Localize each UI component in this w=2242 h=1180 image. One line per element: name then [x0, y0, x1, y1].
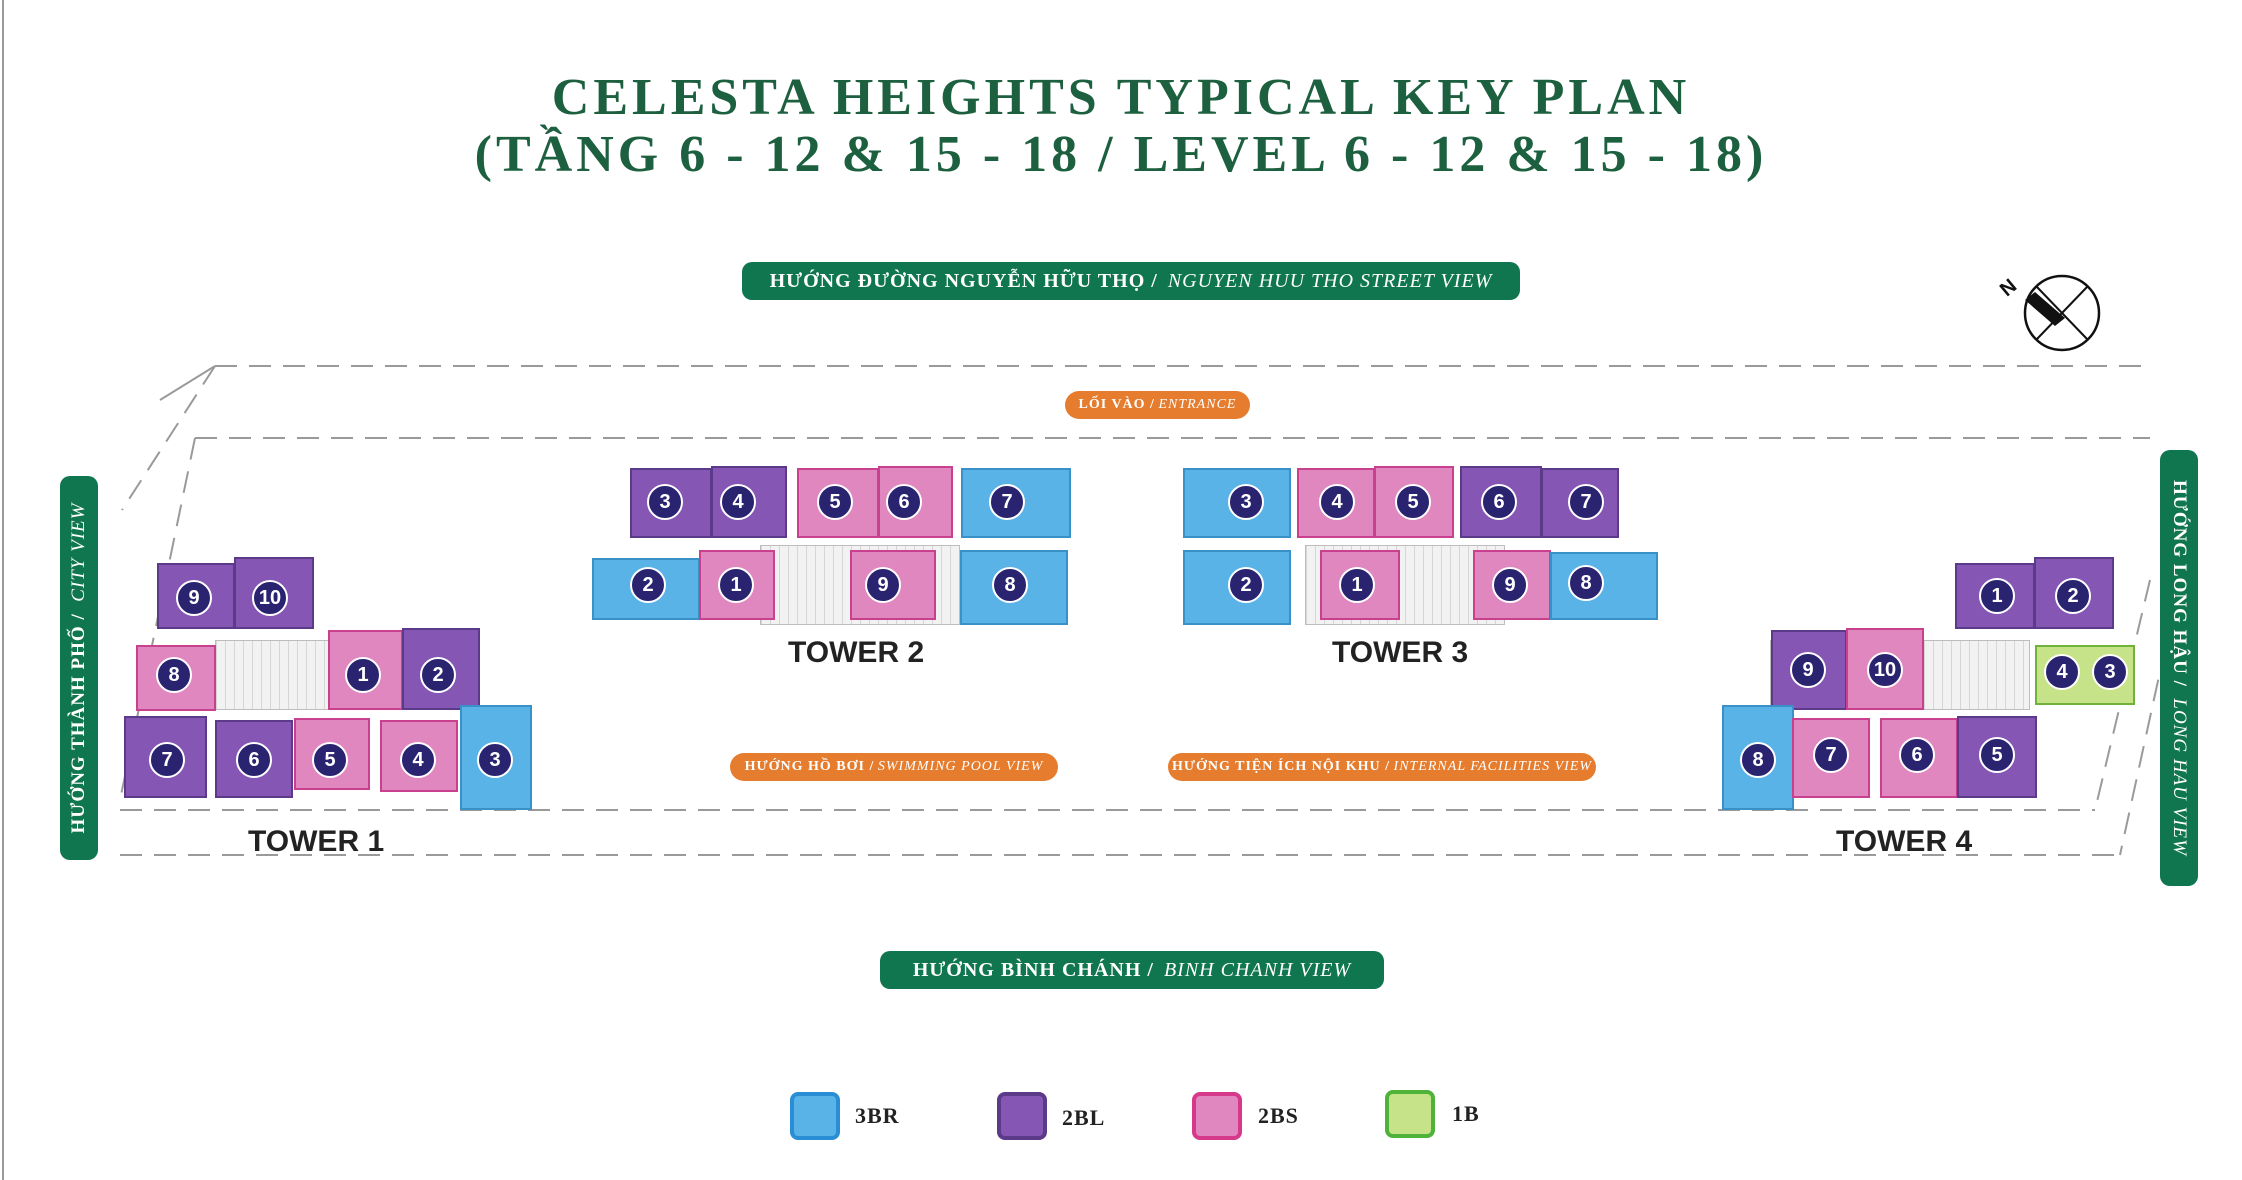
legend-label-3br: 3BR: [855, 1103, 900, 1128]
north-arrow-icon: N: [1996, 274, 2101, 352]
tower-2-unit-8-label: 8: [992, 567, 1028, 603]
tower-2-label: TOWER 2: [788, 636, 925, 669]
facilities-view-pill: HƯỚNG TIỆN ÍCH NỘI KHU / INTERNAL FACILI…: [1168, 753, 1596, 781]
legend-swatch-2bl: [997, 1092, 1047, 1140]
tower-4-label: TOWER 4: [1836, 825, 1973, 858]
binh-chanh-vi: HƯỚNG BÌNH CHÁNH /: [912, 958, 1154, 981]
street-view-en: NGUYEN HUU THO STREET VIEW: [1167, 269, 1493, 292]
tower-1-unit-3-label: 3: [477, 742, 513, 778]
entrance-en: ENTRANCE: [1158, 397, 1237, 412]
tower-1-label: TOWER 1: [248, 825, 385, 858]
facilities-en: INTERNAL FACILITIES VIEW: [1393, 759, 1593, 774]
tower-1-unit-9-label: 9: [176, 580, 212, 616]
tower-1-unit-6-label: 6: [236, 742, 272, 778]
tower-4-unit-2-label: 2: [2055, 578, 2091, 614]
tower-2-unit-7-label: 7: [989, 484, 1025, 520]
tower-3-unit-1-label: 1: [1339, 567, 1375, 603]
binh-chanh-en: BINH CHANH VIEW: [1163, 958, 1352, 981]
pool-vi: HƯỚNG HỒ BƠI /: [744, 759, 875, 774]
tower-3-label: TOWER 3: [1332, 636, 1469, 669]
long-hau-vi: HƯỚNG LONG HẬU /: [2169, 480, 2190, 687]
tower-4-unit-3-label: 3: [2092, 654, 2128, 690]
tower-1-unit-10-label: 10: [252, 580, 288, 616]
binh-chanh-view-pill: HƯỚNG BÌNH CHÁNH / BINH CHANH VIEW: [880, 951, 1384, 989]
tower-2-unit-5-label: 5: [817, 484, 853, 520]
tower-1-unit-8-label: 8: [156, 657, 192, 693]
tower-2-unit-4-label: 4: [720, 484, 756, 520]
long-hau-view-pill: HƯỚNG LONG HẬU / LONG HAU VIEW: [2160, 450, 2198, 886]
tower-4-unit-6-label: 6: [1899, 737, 1935, 773]
tower-4-unit-1-label: 1: [1979, 578, 2015, 614]
street-view-vi: HƯỚNG ĐƯỜNG NGUYỄN HỮU THỌ /: [769, 269, 1158, 292]
pool-view-pill: HƯỚNG HỒ BƠI / SWIMMING POOL VIEW: [730, 753, 1058, 781]
tower-2-unit-2-label: 2: [630, 567, 666, 603]
city-view-en: CITY VIEW: [68, 502, 89, 602]
tower-1-unit-2-label: 2: [420, 657, 456, 693]
page-edge-line: [2, 0, 4, 1180]
long-hau-en: LONG HAU VIEW: [2169, 698, 2190, 856]
legend-label-1b: 1B: [1452, 1101, 1480, 1126]
plan-title: CELESTA HEIGHTS TYPICAL KEY PLAN: [551, 69, 1691, 126]
tower-3-unit-3-label: 3: [1228, 484, 1264, 520]
tower-1-unit-1-label: 1: [345, 657, 381, 693]
tower-2-unit-3-label: 3: [647, 484, 683, 520]
tower-1-unit-5-label: 5: [312, 742, 348, 778]
street-view-pill: HƯỚNG ĐƯỜNG NGUYỄN HỮU THỌ / NGUYEN HUU …: [742, 262, 1520, 300]
tower-3-unit-4-label: 4: [1319, 484, 1355, 520]
plan-subtitle: (TẦNG 6 - 12 & 15 - 18 / LEVEL 6 - 12 & …: [474, 126, 1768, 183]
legend-label-2bs: 2BS: [1258, 1103, 1299, 1128]
tower-2-unit-6-label: 6: [886, 484, 922, 520]
tower-4-unit-7[interactable]: [1792, 718, 1870, 798]
pool-en: SWIMMING POOL VIEW: [877, 759, 1044, 774]
tower-3-unit-5-label: 5: [1395, 484, 1431, 520]
tower-4-unit-7-label: 7: [1813, 737, 1849, 773]
city-view-vi: HƯỚNG THÀNH PHỐ /: [68, 613, 89, 834]
legend-swatch-1b: [1385, 1090, 1435, 1138]
tower-1-unit-4[interactable]: [380, 720, 458, 792]
legend-swatch-3br: [790, 1092, 840, 1140]
tower-4-unit-5-label: 5: [1979, 737, 2015, 773]
tower-3-unit-8-label: 8: [1568, 565, 1604, 601]
city-view-pill: HƯỚNG THÀNH PHỐ / CITY VIEW: [60, 476, 98, 860]
tower-4-unit-4-label: 4: [2044, 654, 2080, 690]
entrance-vi: LỐI VÀO /: [1078, 397, 1155, 412]
tower-4-unit-9-label: 9: [1790, 652, 1826, 688]
tower-2-unit-9-label: 9: [865, 567, 901, 603]
tower-3-unit-8[interactable]: [1550, 552, 1658, 620]
tower-4-unit-8-label: 8: [1740, 742, 1776, 778]
legend-label-2bl: 2BL: [1062, 1105, 1106, 1130]
tower-3-unit-9-label: 9: [1492, 567, 1528, 603]
tower-3-unit-7-label: 7: [1568, 484, 1604, 520]
tower-2-unit-8[interactable]: [960, 550, 1068, 625]
compass-north-label: N: [1996, 275, 2021, 301]
legend-swatch-2bs: [1192, 1092, 1242, 1140]
tower-2-unit-1-label: 1: [718, 567, 754, 603]
tower-1-unit-7-label: 7: [149, 742, 185, 778]
tower-4-unit-2[interactable]: [2034, 557, 2114, 629]
tower-4-unit-10-label: 10: [1867, 652, 1903, 688]
tower-3-unit-6-label: 6: [1481, 484, 1517, 520]
tower-1-unit-4-label: 4: [400, 742, 436, 778]
entrance-pill: LỐI VÀO / ENTRANCE: [1065, 391, 1250, 419]
tower-3-unit-2-label: 2: [1228, 567, 1264, 603]
facilities-vi: HƯỚNG TIỆN ÍCH NỘI KHU /: [1171, 759, 1391, 774]
